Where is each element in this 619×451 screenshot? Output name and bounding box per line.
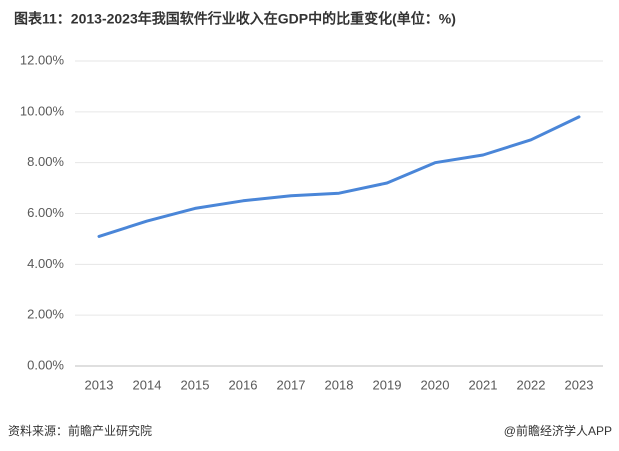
x-tick-label: 2014	[133, 377, 162, 392]
credit: @前瞻经济学人APP	[504, 423, 612, 438]
x-tick-label: 2017	[277, 377, 306, 392]
x-tick-label: 2015	[181, 377, 210, 392]
x-tick-label: 2023	[565, 377, 594, 392]
y-tick-label: 10.00%	[20, 103, 65, 118]
chart-title: 图表11：2013-2023年我国软件行业收入在GDP中的比重变化(单位：%)	[14, 11, 456, 27]
line	[97, 115, 581, 238]
source: 资料来源：前瞻产业研究院	[8, 423, 152, 438]
x-tick-label: 2020	[421, 377, 450, 392]
y-tick-label: 2.00%	[27, 307, 64, 322]
x-tick-label: 2021	[469, 377, 498, 392]
x-tick-label: 2018	[325, 377, 354, 392]
y-tick-label: 8.00%	[27, 154, 64, 169]
y-tick-label: 12.00%	[20, 52, 65, 67]
x-tick-label: 2016	[229, 377, 258, 392]
y-tick-label: 4.00%	[27, 256, 64, 271]
y-tick-label: 0.00%	[27, 357, 64, 372]
y-tick-label: 6.00%	[27, 205, 64, 220]
x-tick-label: 2019	[373, 377, 402, 392]
x-tick-label: 2022	[517, 377, 546, 392]
x-tick-label: 2013	[85, 377, 114, 392]
